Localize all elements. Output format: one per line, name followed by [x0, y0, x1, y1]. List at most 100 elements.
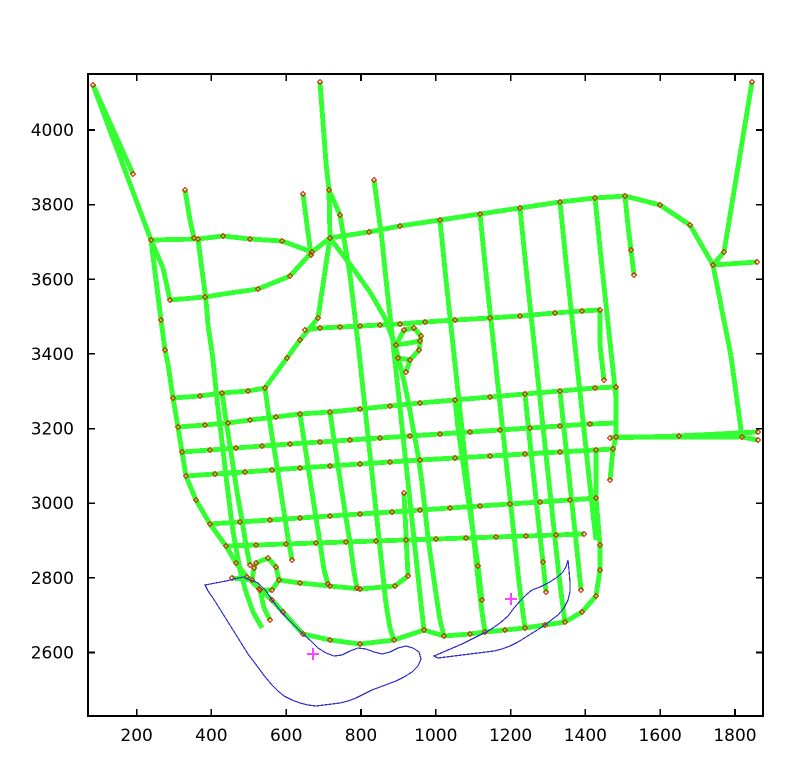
- network-link: [183, 475, 199, 501]
- network-node-marker: [228, 574, 236, 582]
- network-node-marker: [386, 402, 394, 410]
- network-node-marker: [182, 472, 190, 480]
- network-link: [412, 547, 421, 577]
- network-node-marker: [753, 258, 761, 266]
- network-node-marker: [201, 293, 209, 301]
- network-link: [528, 451, 537, 481]
- network-link: [547, 491, 556, 521]
- network-link: [557, 201, 566, 233]
- network-node-marker: [609, 445, 617, 453]
- network-node-marker: [386, 458, 394, 466]
- network-link: [475, 565, 485, 601]
- network-link: [480, 243, 489, 275]
- network-node-marker: [356, 640, 364, 648]
- y-tick-label: 3400: [31, 345, 74, 365]
- network-link: [214, 399, 223, 426]
- network-node-marker: [174, 423, 182, 431]
- network-link: [429, 565, 439, 595]
- network-link: [658, 202, 692, 228]
- network-node-marker: [248, 576, 256, 584]
- network-node-marker: [250, 564, 258, 572]
- network-link: [569, 495, 597, 503]
- network-link: [329, 406, 361, 415]
- network-node-marker: [627, 246, 635, 254]
- network-link: [409, 519, 418, 549]
- network-link: [559, 195, 596, 205]
- network-link: [443, 631, 471, 639]
- network-node-marker: [400, 489, 408, 497]
- network-link: [299, 409, 331, 417]
- network-link: [362, 407, 371, 437]
- tick-labels-layer: 200 400 600 800 1000 1200 1400 1600 1800 2600 2800…: [31, 121, 757, 746]
- network-link: [593, 569, 603, 597]
- network-node-marker: [451, 316, 459, 324]
- network-link: [597, 545, 603, 570]
- zone-centroid-marker: [307, 648, 319, 660]
- network-link: [347, 541, 357, 573]
- network-link: [359, 637, 395, 647]
- network-link: [309, 491, 319, 519]
- network-link: [607, 448, 616, 481]
- network-link: [250, 610, 265, 630]
- network-node-marker: [296, 410, 304, 418]
- network-link: [281, 238, 313, 255]
- network-link: [297, 413, 307, 441]
- network-link: [446, 307, 455, 337]
- network-link: [439, 211, 481, 223]
- network-link: [504, 469, 513, 499]
- network-node-marker: [596, 306, 604, 314]
- network-node-marker: [394, 354, 402, 362]
- network-link: [455, 427, 465, 457]
- network-link: [422, 509, 431, 539]
- network-link: [177, 422, 206, 430]
- network-node-marker: [556, 422, 564, 430]
- zone-boundary-polygon: [204, 576, 422, 707]
- network-link: [728, 355, 745, 438]
- network-link: [399, 371, 411, 401]
- network-link: [465, 534, 497, 541]
- network-node-marker: [243, 573, 251, 581]
- network-node-marker: [462, 534, 470, 542]
- network-node-marker: [326, 408, 334, 416]
- network-link: [203, 299, 211, 326]
- network-node-marker: [241, 468, 249, 476]
- network-node-marker: [296, 464, 304, 472]
- network-link: [393, 627, 425, 643]
- network-link: [317, 542, 327, 571]
- network-link: [477, 213, 486, 245]
- network-link: [400, 435, 409, 465]
- network-node-marker: [224, 419, 232, 427]
- network-node-marker: [218, 389, 226, 397]
- network-link: [397, 407, 406, 437]
- network-node-marker: [600, 376, 608, 384]
- network-link: [350, 299, 359, 327]
- y-tick-label: 2800: [31, 569, 74, 589]
- network-link: [489, 329, 498, 359]
- network-node-marker: [656, 201, 664, 209]
- network-node-marker: [440, 632, 448, 640]
- network-node-marker: [521, 450, 529, 458]
- network-link: [415, 575, 424, 605]
- network-node-marker: [166, 296, 174, 304]
- network-link: [610, 369, 619, 399]
- network-node-marker: [169, 394, 177, 402]
- network-node-marker: [516, 312, 524, 320]
- network-node-marker: [268, 586, 276, 594]
- network-link: [449, 335, 458, 365]
- x-tick-label: 200: [120, 726, 152, 746]
- network-link: [572, 531, 581, 561]
- network-node-marker: [89, 81, 97, 89]
- network-link: [553, 547, 562, 577]
- network-link: [560, 231, 569, 263]
- network-link: [532, 351, 541, 381]
- network-node-marker: [365, 228, 373, 236]
- network-link: [712, 259, 758, 268]
- network-link: [499, 425, 531, 433]
- network-link: [526, 295, 535, 325]
- network-node-marker: [391, 582, 399, 590]
- network-link: [540, 561, 549, 593]
- network-node-marker: [296, 579, 304, 587]
- network-link: [199, 390, 223, 399]
- network-link: [221, 388, 249, 396]
- network-node-marker: [404, 572, 412, 580]
